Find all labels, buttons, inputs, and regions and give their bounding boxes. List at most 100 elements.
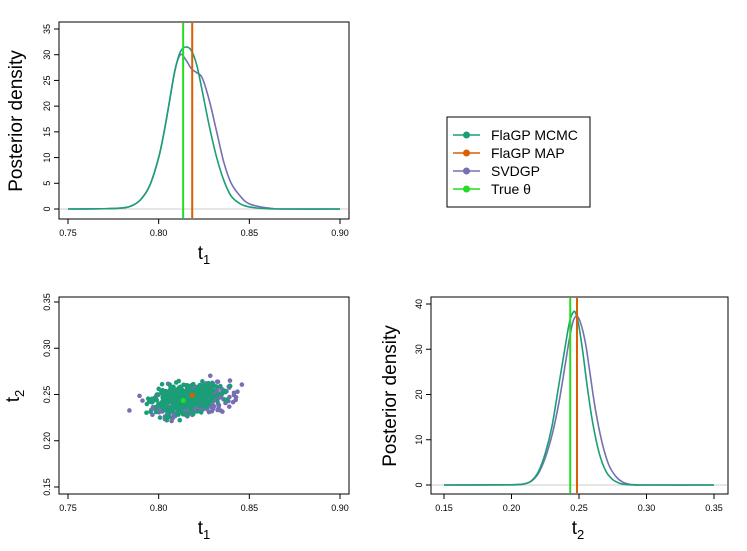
scatter-point-flagp-mcmc [164,406,169,411]
scatter-point-svdgp [226,404,232,409]
x-tick-label: 0.90 [331,228,349,238]
scatter-point-flagp-mcmc [188,400,193,406]
scatter-markers [180,392,195,404]
scatter-point-flagp-mcmc [168,389,174,394]
scatter-point-flagp-mcmc [191,403,196,409]
legend-item-svdgp: SVDGP [453,163,540,179]
scatter-point-flagp-mcmc [148,409,153,414]
scatter-point-flagp-mcmc [149,399,154,405]
scatter-point-flagp-mcmc [164,414,169,420]
scatter-point-flagp-mcmc [194,401,200,407]
scatter-point-flagp-mcmc [154,404,159,410]
scatter-point-svdgp [137,393,142,399]
t2-density-panel: 0.15 0.20 0.25 0.30 0.35 0 10 20 30 40 Posterior… [380,296,729,542]
scatter-point-flagp-mcmc [176,389,182,395]
scatter-point-flagp-mcmc [222,389,228,395]
legend-dot-svdgp [463,167,470,175]
legend-label-svdgp: SVDGP [491,163,540,179]
t2-density-y-axis: 0 10 20 30 40 [414,299,431,488]
scatter-point-flagp-mcmc [201,397,206,403]
scatter-point-svdgp [207,373,213,379]
scatter-point-flagp-mcmc [176,405,182,411]
y-tick-label: 5 [42,181,52,186]
scatter-point-svdgp [216,402,222,408]
scatter-point-flagp-mcmc [164,417,170,423]
legend-label-flagp-mcmc: FlaGP MCMC [491,127,578,143]
t2-density-vlines [569,298,578,493]
legend-label-true-theta: True θ [491,181,531,197]
scatter-point-flagp-mcmc [214,384,219,389]
y-tick-label: 35 [42,24,52,34]
scatter-xlabel: t1 [198,518,211,542]
scatter-point-flagp-mcmc [156,386,161,392]
y-tick-label: 0.30 [42,339,52,357]
y-tick-label: 10 [42,153,52,163]
y-tick-label: 15 [42,127,52,137]
density-line-flagp-mcmc [443,310,714,486]
t2-density-xlabel: t2 [572,518,585,542]
t2-density-ylabel: Posterior density [380,325,401,467]
scatter-point-svdgp [215,379,221,385]
scatter-point-flagp-mcmc [144,410,149,416]
x-tick-label: 0.25 [570,503,588,513]
density-line-flagp-mcmc [67,46,341,210]
scatter-point-flagp-mcmc [168,405,174,410]
x-tick-label: 0.90 [331,503,349,513]
scatter-point-flagp-mcmc [176,409,181,414]
scatter-plot-frame [58,296,350,495]
y-tick-label: 0 [414,482,424,487]
scatter-point-flagp-mcmc [194,409,200,414]
scatter-point-flagp-mcmc [167,396,173,402]
scatter-point-svdgp [127,408,132,413]
scatter-point-flagp-mcmc [153,409,159,415]
x-tick-label: 0.30 [638,503,656,513]
scatter-point-flagp-mcmc [179,405,185,411]
scatter-point-flagp-mcmc [188,407,193,413]
x-tick-label: 0.15 [435,503,453,513]
scatter-point-flagp-mcmc [203,404,209,410]
scatter-point-svdgp [215,407,220,413]
y-tick-label: 0.15 [42,478,52,496]
scatter-point-flagp-mcmc [218,383,223,389]
scatter-point-flagp-mcmc [184,400,190,406]
x-tick-label: 0.80 [150,228,168,238]
t2-density-x-axis: 0.15 0.20 0.25 0.30 0.35 [435,494,723,513]
y-tick-label: 10 [414,435,424,445]
x-tick-label: 0.35 [705,503,723,513]
x-tick-label: 0.75 [59,503,77,513]
scatter-point-flagp-mcmc [215,392,220,397]
y-tick-label: 25 [42,75,52,85]
scatter-x-axis: 0.75 0.80 0.85 0.90 [59,494,349,513]
scatter-ylabel: t2 [3,390,27,403]
t1-density-vlines [182,23,194,218]
x-tick-label: 0.85 [241,228,259,238]
density-line-svdgp [67,53,341,210]
scatter-point-flagp-mcmc [168,408,173,414]
y-tick-label: 40 [414,299,424,309]
scatter-point-flagp-mcmc [199,390,205,395]
y-tick-label: 30 [42,50,52,60]
scatter-point-flagp-mcmc [177,417,183,423]
x-tick-label: 0.80 [150,503,168,513]
scatter-point-flagp-mcmc [154,398,160,403]
x-tick-label: 0.85 [241,503,259,513]
legend-item-flagp-mcmc: FlaGP MCMC [453,127,578,143]
y-tick-label: 30 [414,344,424,354]
scatter-point-svdgp [140,398,145,403]
scatter-point-flagp-mcmc [181,382,187,388]
legend-dot-true-theta [463,185,470,193]
scatter-point-flagp-mcmc [167,382,172,387]
t1-t2-scatter-panel: 0.75 0.80 0.85 0.90 0.15 0.20 0.25 0.30 0.35 t2… [3,293,350,542]
scatter-point-svdgp [231,390,237,396]
scatter-point-flagp-mcmc [167,414,172,420]
scatter-point-flagp-mcmc [172,401,177,407]
y-tick-label: 0 [42,206,52,211]
scatter-point-flagp-mcmc [181,390,187,395]
y-tick-label: 0.25 [42,386,52,404]
scatter-point-flagp-mcmc [157,415,163,420]
scatter-point-flagp-mcmc [198,383,203,388]
scatter-point-svdgp [210,402,216,408]
scatter-point-flagp-mcmc [205,384,211,390]
legend-label-flagp-map: FlaGP MAP [491,145,565,161]
x-tick-label: 0.75 [59,228,77,238]
